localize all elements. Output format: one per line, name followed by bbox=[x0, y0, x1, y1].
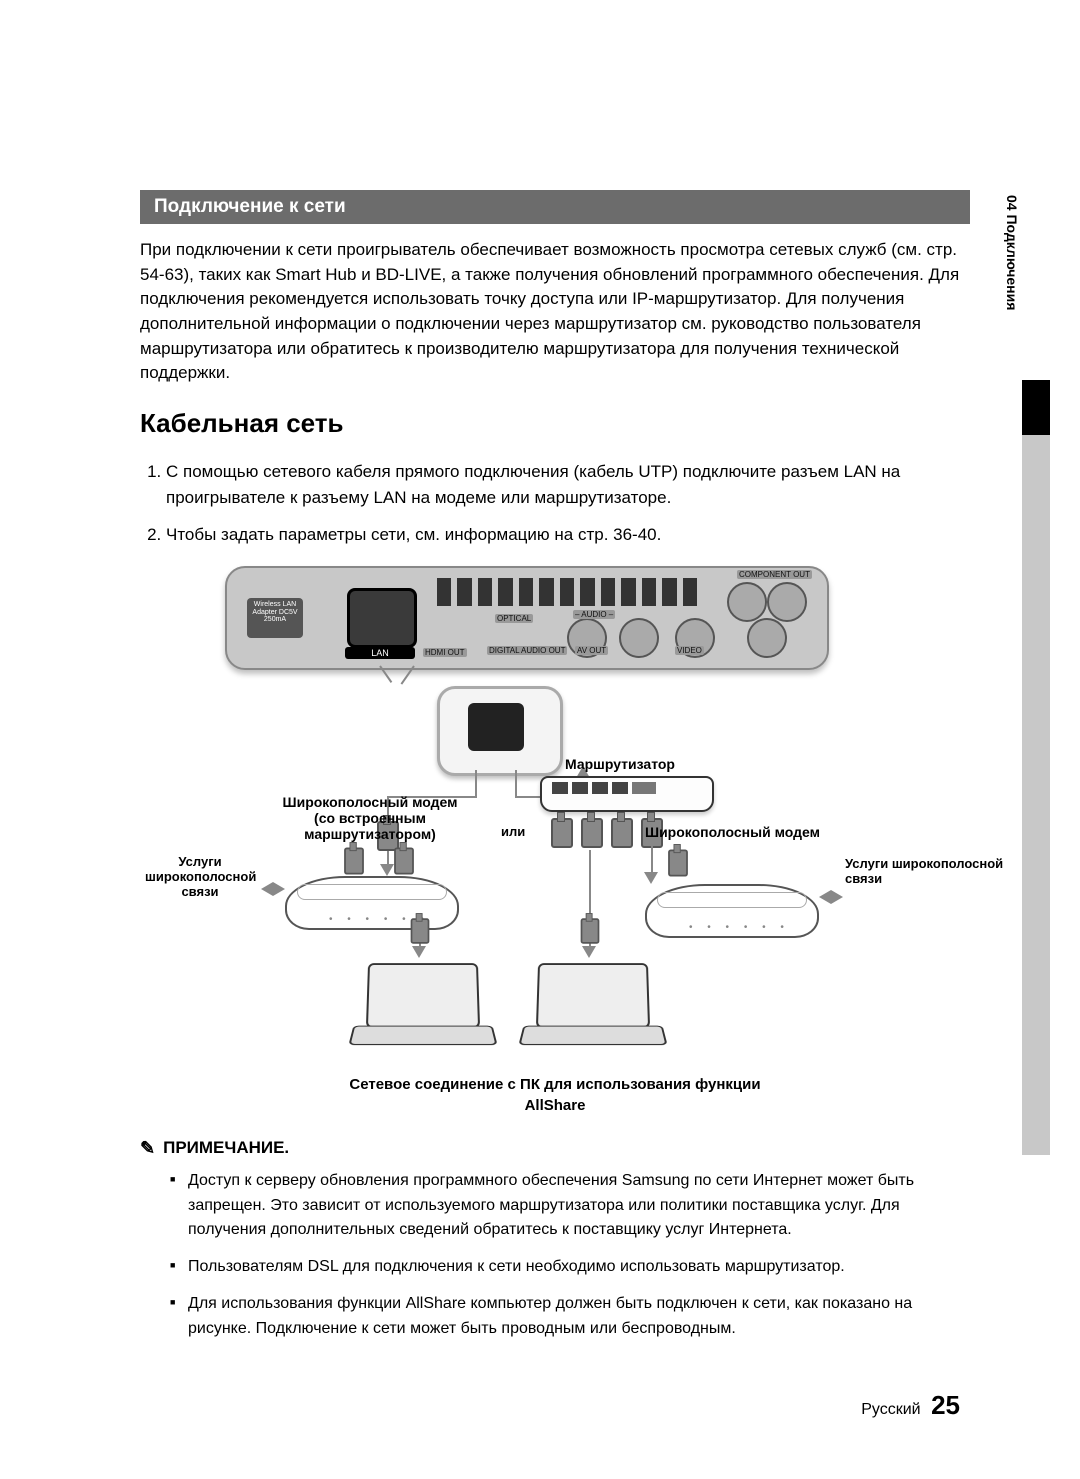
page-footer: Русский 25 bbox=[861, 1390, 960, 1421]
panel-vents bbox=[437, 578, 697, 606]
step-2: Чтобы задать параметры сети, см. информа… bbox=[166, 522, 970, 548]
connection-diagram: Wireless LAN Adapter DC5V 250mA LAN HDMI… bbox=[175, 566, 935, 1056]
audio-label: – AUDIO – bbox=[573, 610, 615, 619]
note-item: Для использования функции AllShare компь… bbox=[170, 1292, 970, 1342]
plug-icon bbox=[551, 818, 573, 848]
video-label: VIDEO bbox=[675, 646, 704, 655]
component-y bbox=[727, 582, 767, 622]
manual-page: 04 Подключения Подключение к сети При по… bbox=[0, 0, 1080, 1479]
modem-right-icon: • • • • • • bbox=[645, 884, 819, 938]
laptop-icon bbox=[521, 962, 661, 1052]
steps-list: С помощью сетевого кабеля прямого подклю… bbox=[140, 459, 970, 548]
audio-port-r bbox=[619, 618, 659, 658]
router-label: Маршрутизатор bbox=[565, 756, 675, 772]
intro-paragraph: При подключении к сети проигрыватель обе… bbox=[140, 238, 970, 386]
component-label: COMPONENT OUT bbox=[737, 570, 812, 579]
plug-icon bbox=[611, 818, 633, 848]
note-icon: ✎ bbox=[140, 1138, 155, 1159]
note-item: Пользователям DSL для подключения к сети… bbox=[170, 1255, 970, 1280]
subsection-title: Кабельная сеть bbox=[140, 408, 970, 439]
lan-closeup bbox=[437, 686, 563, 776]
service-right-label: Услуги широкополосной связи bbox=[845, 856, 1005, 886]
modem-left-icon: • • • • • • bbox=[285, 876, 459, 930]
plug-icon bbox=[394, 847, 414, 874]
plug-icon bbox=[411, 918, 430, 944]
component-pr bbox=[747, 618, 787, 658]
plug-icon bbox=[581, 818, 603, 848]
notes-list: Доступ к серверу обновления программного… bbox=[140, 1169, 970, 1342]
note-heading: ✎ ПРИМЕЧАНИЕ. bbox=[140, 1138, 970, 1159]
lan-port-label: LAN bbox=[345, 647, 415, 659]
diagram-caption: Сетевое соединение с ПК для использовани… bbox=[345, 1074, 765, 1116]
usb-port: Wireless LAN Adapter DC5V 250mA bbox=[247, 598, 303, 638]
optical-label: OPTICAL bbox=[495, 614, 533, 623]
plug-icon bbox=[668, 849, 688, 876]
router-icon bbox=[540, 776, 714, 812]
footer-page-number: 25 bbox=[931, 1390, 960, 1420]
component-pb bbox=[767, 582, 807, 622]
side-chapter-tab: 04 Подключения bbox=[996, 195, 1020, 355]
side-marker-black bbox=[1022, 380, 1050, 435]
service-left-label: Услуги широкополосной связи bbox=[145, 854, 255, 899]
side-marker-gray bbox=[1022, 435, 1050, 1155]
lan-port bbox=[347, 588, 417, 648]
note-item: Доступ к серверу обновления программного… bbox=[170, 1169, 970, 1243]
plug-icon bbox=[581, 918, 600, 944]
avout-label: AV OUT bbox=[575, 646, 608, 655]
step-1: С помощью сетевого кабеля прямого подклю… bbox=[166, 459, 970, 512]
modem-right-label: Широкополосный модем bbox=[645, 824, 820, 840]
or-label: или bbox=[501, 824, 525, 839]
laptop-icon bbox=[351, 962, 491, 1052]
plug-icon bbox=[344, 847, 364, 874]
device-back-panel: Wireless LAN Adapter DC5V 250mA LAN HDMI… bbox=[225, 566, 829, 670]
digital-label: DIGITAL AUDIO OUT bbox=[487, 646, 567, 655]
section-header: Подключение к сети bbox=[140, 190, 970, 224]
modem-router-label: Широкополосный модем (со встроенным марш… bbox=[255, 794, 485, 842]
note-block: ✎ ПРИМЕЧАНИЕ. Доступ к серверу обновлени… bbox=[140, 1138, 970, 1342]
footer-language: Русский bbox=[861, 1401, 920, 1418]
hdmi-label: HDMI OUT bbox=[423, 648, 467, 657]
